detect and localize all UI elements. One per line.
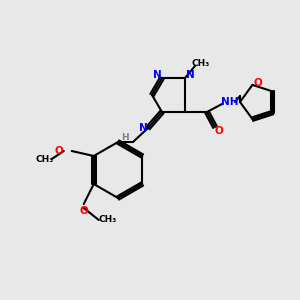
Text: O: O [253,78,262,88]
Text: CH₃: CH₃ [192,58,210,68]
Text: N: N [186,70,194,80]
Text: O: O [80,206,88,216]
Text: CH₃: CH₃ [36,154,54,164]
Text: CH₃: CH₃ [99,215,117,224]
Text: N: N [153,70,161,80]
Text: H: H [121,133,129,142]
Text: O: O [54,146,63,156]
Text: O: O [214,126,224,136]
Text: N: N [139,123,147,133]
Text: NH: NH [221,97,239,107]
